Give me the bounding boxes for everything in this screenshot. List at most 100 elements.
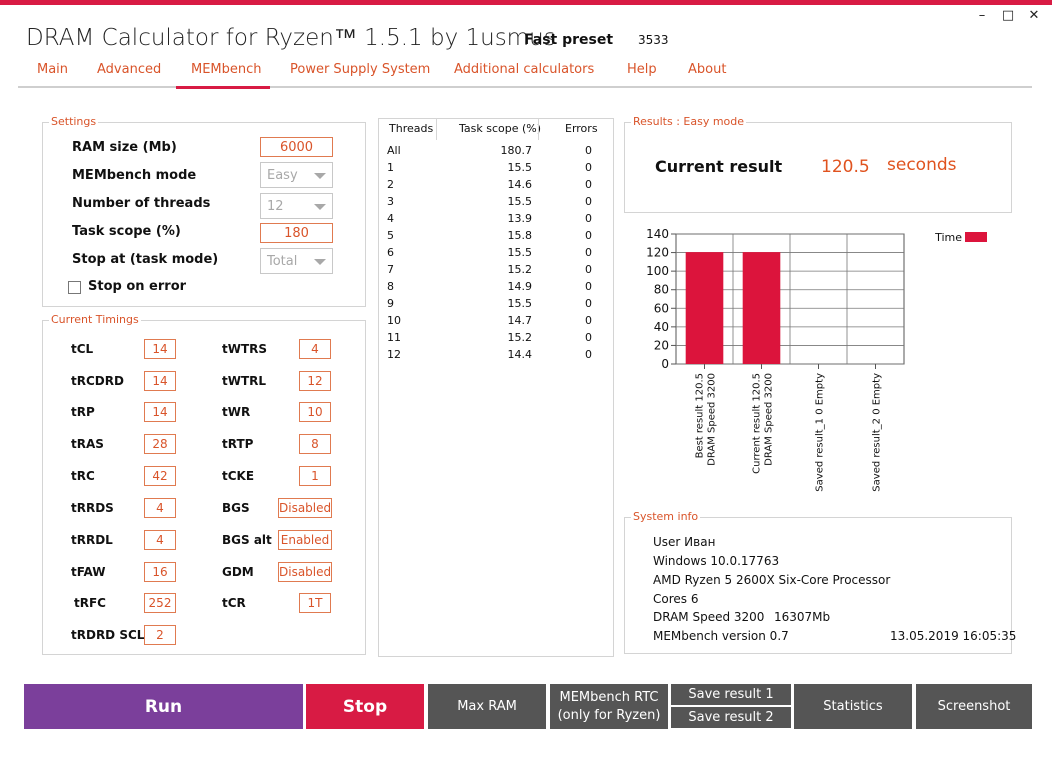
thread-id: 2: [387, 178, 394, 191]
table-header-task-scope[interactable]: Task scope (%): [459, 122, 542, 135]
timing-value: 14: [144, 371, 176, 391]
y-tick-label: 80: [654, 283, 669, 297]
max-ram-button[interactable]: Max RAM: [428, 684, 546, 729]
task-scope-label: Task scope (%): [72, 224, 181, 239]
settings-group: Settings: [42, 115, 366, 307]
table-row: 3 15.5 0: [380, 195, 610, 212]
table-row: 8 14.9 0: [380, 280, 610, 297]
table-row: 6 15.5 0: [380, 246, 610, 263]
chevron-down-icon: [314, 173, 326, 179]
thread-id: 6: [387, 246, 394, 259]
errors-cell: 0: [585, 348, 592, 361]
thread-id: 4: [387, 212, 394, 225]
timing-label: tCL: [71, 342, 94, 356]
errors-cell: 0: [585, 212, 592, 225]
thread-id: 5: [387, 229, 394, 242]
run-button[interactable]: Run: [24, 684, 303, 729]
save-result-1-button[interactable]: Save result 1: [671, 684, 791, 705]
timing-label: tRAS: [71, 437, 104, 451]
errors-cell: 0: [585, 280, 592, 293]
x-tick-label: Best result 120.5: [695, 373, 706, 458]
sysinfo-cores: Cores 6: [653, 592, 699, 606]
membench-mode-value: Easy: [267, 168, 298, 183]
tab-bar: Main Advanced MEMbench Power Supply Syst…: [20, 60, 1032, 90]
sysinfo-user: User Иван: [653, 535, 716, 549]
y-tick-label: 60: [654, 301, 669, 315]
timing-label: tRFC: [74, 596, 106, 610]
timing-value: 4: [144, 498, 176, 518]
table-row: 10 14.7 0: [380, 314, 610, 331]
tab-about[interactable]: About: [688, 62, 727, 77]
save-result-2-button[interactable]: Save result 2: [671, 707, 791, 728]
preset-label: Fast preset: [524, 32, 614, 48]
timing-value: 1: [299, 466, 331, 486]
chevron-down-icon: [314, 259, 326, 265]
tab-membench[interactable]: MEMbench: [191, 62, 262, 77]
stop-button[interactable]: Stop: [306, 684, 424, 729]
errors-cell: 0: [585, 246, 592, 259]
tab-main[interactable]: Main: [37, 62, 69, 77]
timing-label: tCR: [222, 596, 246, 610]
y-tick-label: 140: [646, 227, 669, 241]
column-divider: [436, 118, 437, 140]
timings-group: Current Timings: [42, 313, 366, 655]
table-header-errors[interactable]: Errors: [565, 122, 598, 135]
stop-on-error-checkbox[interactable]: [68, 281, 81, 294]
statistics-button[interactable]: Statistics: [794, 684, 912, 729]
membench-mode-label: MEMbench mode: [72, 168, 197, 183]
timing-label: tWTRS: [222, 342, 268, 356]
y-tick-label: 100: [646, 264, 669, 278]
y-tick-label: 20: [654, 338, 669, 352]
timing-value: 4: [144, 530, 176, 550]
errors-cell: 0: [585, 144, 592, 157]
threads-select[interactable]: 12: [260, 193, 333, 219]
legend-label: Time: [934, 231, 962, 244]
table-row: 11 15.2 0: [380, 331, 610, 348]
table-row: 1 15.5 0: [380, 161, 610, 178]
timing-value: 1T: [299, 593, 331, 613]
errors-cell: 0: [585, 263, 592, 276]
timing-label: BGS alt: [222, 533, 272, 547]
tab-additional-calculators[interactable]: Additional calculators: [454, 62, 595, 77]
thread-id: 9: [387, 297, 394, 310]
column-divider: [538, 118, 539, 140]
errors-cell: 0: [585, 314, 592, 327]
rtc-label-line2: (only for Ryzen): [557, 707, 661, 723]
timing-label: tWTRL: [222, 374, 267, 388]
timing-value: 252: [144, 593, 176, 613]
stop-at-select[interactable]: Total: [260, 248, 333, 274]
window-top-accent-bar: [0, 0, 1052, 5]
bgs-toggle[interactable]: Disabled: [278, 498, 332, 518]
system-info-group: System info: [624, 510, 1012, 654]
thread-id: 8: [387, 280, 394, 293]
table-header-threads[interactable]: Threads: [389, 122, 434, 135]
timing-value: 10: [299, 402, 331, 422]
bgs-alt-toggle[interactable]: Enabled: [278, 530, 332, 550]
membench-rtc-button[interactable]: MEMbench RTC (only for Ryzen): [550, 684, 668, 729]
maximize-button[interactable]: □: [1001, 8, 1015, 23]
gdm-toggle[interactable]: Disabled: [278, 562, 332, 582]
stop-at-label: Stop at (task mode): [72, 252, 219, 267]
table-row: 9 15.5 0: [380, 297, 610, 314]
rtc-label-line1: MEMbench RTC: [559, 689, 659, 705]
task-scope-input[interactable]: 180: [260, 223, 333, 243]
membench-mode-select[interactable]: Easy: [260, 162, 333, 188]
stop-at-value: Total: [267, 254, 298, 269]
stop-on-error-label: Stop on error: [88, 279, 187, 294]
timing-value: 2: [144, 625, 176, 645]
x-tick-label: Saved result_2 0 Empty: [872, 373, 883, 492]
close-button[interactable]: ✕: [1028, 8, 1040, 23]
task-scope-cell: 15.2: [507, 263, 533, 276]
tab-power-supply-system[interactable]: Power Supply System: [290, 62, 431, 77]
threads-value: 12: [267, 199, 284, 214]
ram-size-input[interactable]: 6000: [260, 137, 333, 157]
minimize-button[interactable]: –: [978, 8, 986, 23]
timing-value: 8: [299, 434, 331, 454]
tab-help[interactable]: Help: [627, 62, 657, 77]
screenshot-button[interactable]: Screenshot: [916, 684, 1032, 729]
errors-cell: 0: [585, 331, 592, 344]
tab-advanced[interactable]: Advanced: [97, 62, 162, 77]
timing-label: tFAW: [71, 565, 106, 579]
sysinfo-version: MEMbench version 0.7: [653, 629, 789, 643]
current-result-unit: seconds: [887, 155, 957, 175]
